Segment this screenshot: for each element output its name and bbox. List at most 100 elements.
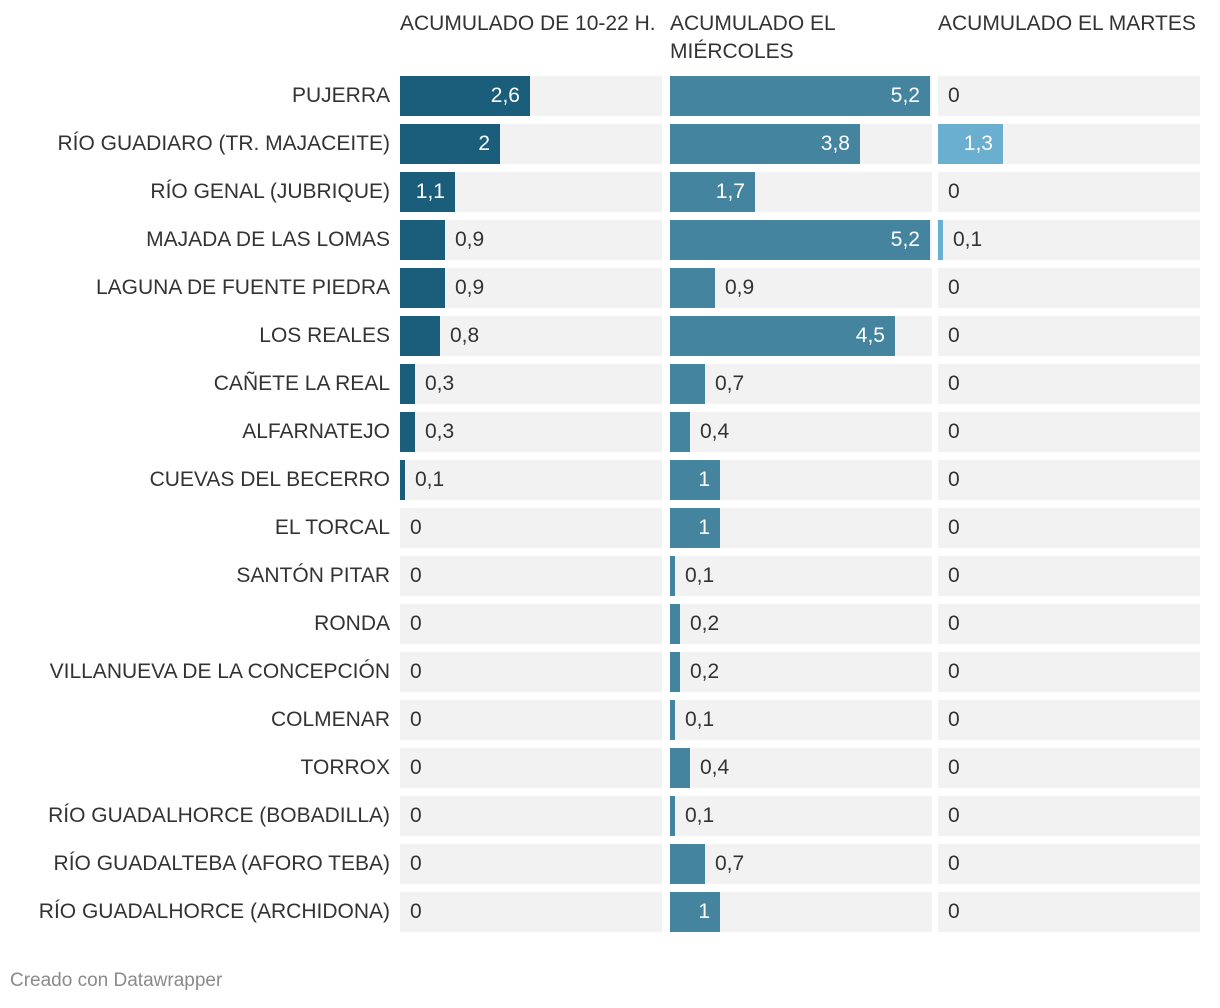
bar-value-label: 0 bbox=[948, 180, 960, 203]
bar-value-label: 0 bbox=[410, 900, 422, 923]
bar-value-label: 0,3 bbox=[425, 420, 455, 443]
bar-value-label: 0 bbox=[948, 276, 960, 299]
bar-value-label: 0 bbox=[410, 612, 422, 635]
bar bbox=[670, 76, 930, 116]
row-label: MAJADA DE LAS LOMAS bbox=[146, 228, 390, 251]
bar-value-label: 0,4 bbox=[700, 420, 730, 443]
bar-background bbox=[670, 796, 932, 836]
bar bbox=[670, 604, 680, 644]
bar-background bbox=[400, 652, 662, 692]
row-label: RÍO GUADALHORCE (ARCHIDONA) bbox=[38, 900, 390, 923]
bar bbox=[400, 460, 405, 500]
bar-background bbox=[670, 748, 932, 788]
bar-value-label: 1 bbox=[698, 516, 710, 539]
bar-value-label: 0 bbox=[410, 516, 422, 539]
bar-value-label: 0 bbox=[948, 612, 960, 635]
bar-background bbox=[670, 652, 932, 692]
bar-value-label: 1,7 bbox=[715, 180, 745, 203]
bar bbox=[670, 220, 930, 260]
bar-background bbox=[400, 508, 662, 548]
bar-value-label: 0,1 bbox=[953, 228, 983, 251]
bar-background bbox=[400, 316, 662, 356]
row-label: RONDA bbox=[314, 612, 390, 635]
bar-value-label: 1 bbox=[698, 900, 710, 923]
bar bbox=[400, 172, 455, 212]
bar-value-label: 2 bbox=[478, 132, 490, 155]
bar bbox=[400, 124, 500, 164]
bar bbox=[938, 220, 943, 260]
bar-value-label: 0 bbox=[410, 852, 422, 875]
bar-value-label: 0 bbox=[948, 516, 960, 539]
row-label: CUEVAS DEL BECERRO bbox=[149, 468, 390, 491]
bar-background bbox=[938, 460, 1200, 500]
bar bbox=[670, 268, 715, 308]
bar-background bbox=[400, 364, 662, 404]
bar-value-label: 2,6 bbox=[490, 84, 520, 107]
row-label: CAÑETE LA REAL bbox=[213, 372, 390, 395]
bar-value-label: 0 bbox=[948, 852, 960, 875]
row-label: COLMENAR bbox=[270, 708, 390, 731]
bar bbox=[400, 76, 530, 116]
row-label: SANTÓN PITAR bbox=[236, 564, 390, 587]
bar-value-label: 0 bbox=[948, 372, 960, 395]
bar-background bbox=[938, 844, 1200, 884]
row-label: VILLANUEVA DE LA CONCEPCIÓN bbox=[49, 660, 390, 683]
row-label: LOS REALES bbox=[259, 324, 390, 347]
row-label: ALFARNATEJO bbox=[242, 420, 390, 443]
bar-background bbox=[938, 700, 1200, 740]
bar-background bbox=[400, 796, 662, 836]
bar-background bbox=[400, 460, 662, 500]
bar-background bbox=[938, 316, 1200, 356]
bar bbox=[400, 412, 415, 452]
row-label: RÍO GUADALHORCE (BOBADILLA) bbox=[48, 804, 390, 827]
bar-background bbox=[938, 652, 1200, 692]
bar bbox=[938, 124, 1003, 164]
bar-background bbox=[938, 364, 1200, 404]
bar-value-label: 0,7 bbox=[715, 852, 745, 875]
bar-background bbox=[938, 748, 1200, 788]
bar bbox=[670, 124, 860, 164]
bar-value-label: 0,4 bbox=[700, 756, 730, 779]
bar bbox=[670, 316, 895, 356]
bar-background bbox=[400, 748, 662, 788]
bar bbox=[670, 700, 675, 740]
bar-background bbox=[938, 220, 1200, 260]
bar-value-label: 0,2 bbox=[690, 660, 720, 683]
bar-value-label: 0,8 bbox=[450, 324, 480, 347]
row-label: RÍO GENAL (JUBRIQUE) bbox=[150, 180, 390, 203]
row-label: PUJERRA bbox=[291, 84, 390, 107]
bar-value-label: 0,1 bbox=[685, 564, 715, 587]
bar bbox=[400, 316, 440, 356]
bar-value-label: 0 bbox=[948, 708, 960, 731]
bar bbox=[670, 172, 755, 212]
bar-value-label: 0 bbox=[948, 900, 960, 923]
bar-background bbox=[938, 892, 1200, 932]
bar-value-label: 0 bbox=[410, 660, 422, 683]
bar bbox=[670, 892, 720, 932]
bar-value-label: 1 bbox=[698, 468, 710, 491]
bar-value-label: 0 bbox=[948, 660, 960, 683]
bar-value-label: 0 bbox=[948, 420, 960, 443]
bar-value-label: 0,2 bbox=[690, 612, 720, 635]
row-label: RÍO GUADIARO (TR. MAJACEITE) bbox=[57, 132, 390, 155]
row-label: EL TORCAL bbox=[274, 516, 390, 539]
bar-value-label: 0,7 bbox=[715, 372, 745, 395]
bar-value-label: 0 bbox=[410, 804, 422, 827]
bar-value-label: 0 bbox=[410, 564, 422, 587]
bar-value-label: 0 bbox=[948, 84, 960, 107]
bar-background bbox=[938, 412, 1200, 452]
bar-background bbox=[670, 604, 932, 644]
bar-background bbox=[670, 844, 932, 884]
bar-value-label: 5,2 bbox=[890, 84, 920, 107]
bar-value-label: 0 bbox=[948, 324, 960, 347]
bar-background bbox=[938, 172, 1200, 212]
bar-background bbox=[938, 556, 1200, 596]
bar-value-label: 1,3 bbox=[963, 132, 993, 155]
bar bbox=[670, 508, 720, 548]
bar bbox=[670, 796, 675, 836]
bar bbox=[400, 268, 445, 308]
bar bbox=[400, 220, 445, 260]
bar-background bbox=[400, 604, 662, 644]
bar bbox=[670, 364, 705, 404]
